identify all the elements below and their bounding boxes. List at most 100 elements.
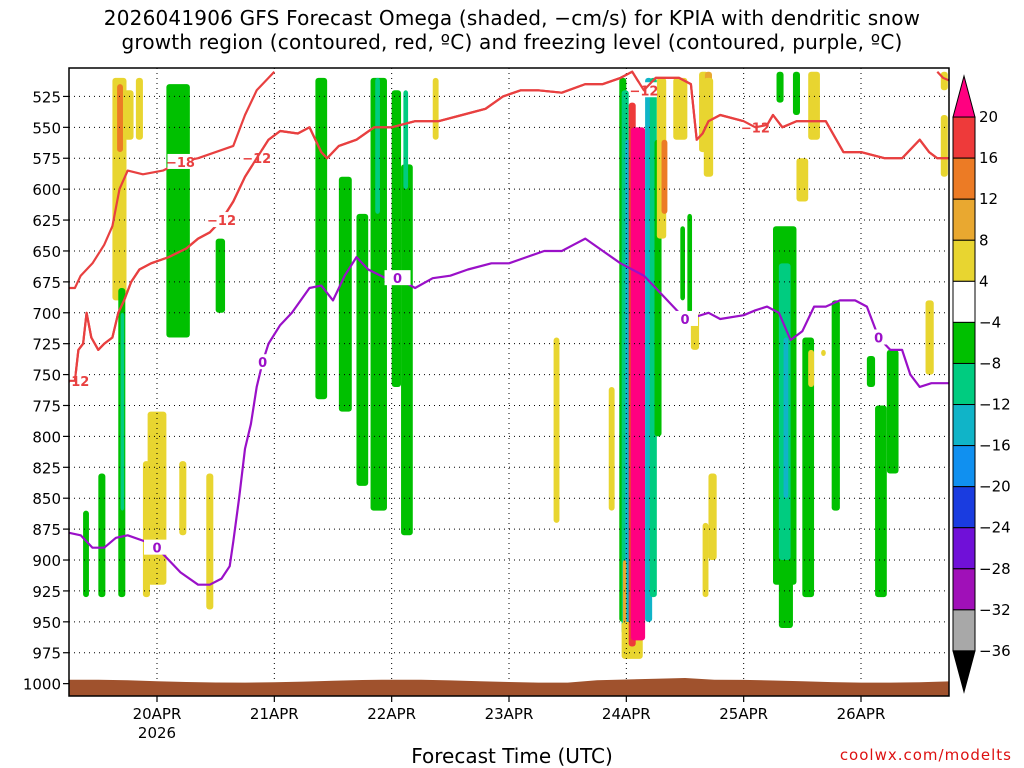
colorbar-label: −12 <box>979 396 1011 414</box>
freezing-level-contour-label-1: 0 <box>249 354 276 371</box>
omega-cell-2 <box>135 77 143 140</box>
colorbar-bin <box>952 362 976 406</box>
colorbar-label: 12 <box>979 190 998 208</box>
omega-cell-25 <box>608 386 615 511</box>
snow-growth-contour-m18 <box>69 70 276 290</box>
snow-growth-contour-m18-label-0: −18 <box>166 153 195 171</box>
y-tick-label: 950 <box>32 614 61 632</box>
omega-cell-7 <box>98 473 106 598</box>
y-tick-label: 875 <box>32 521 61 539</box>
x-tick-label: 20APR <box>133 705 182 723</box>
omega-cell-33 <box>631 127 646 641</box>
terrain <box>69 678 949 696</box>
credit-text: coolwx.com/modelts <box>839 746 1012 764</box>
omega-cell-38 <box>661 139 668 214</box>
contour-label-bg <box>69 372 88 388</box>
x-tick-sublabel: 2026 <box>138 724 176 742</box>
y-tick-label: 825 <box>32 459 61 477</box>
colorbar-label: 20 <box>979 108 998 126</box>
snow-growth-contour-m12b <box>936 70 949 82</box>
contour-label-text: 0 <box>874 331 883 346</box>
omega-cell-20 <box>391 90 402 387</box>
contour-label-bg <box>249 354 276 370</box>
y-tick-label: 550 <box>32 119 61 137</box>
colorbar: 20 16 12 8 4 −4 −8 −12 −16 −20 −24 −28 −32 −36 <box>952 74 1011 694</box>
omega-cell-22 <box>403 90 409 190</box>
colorbar-label: 16 <box>979 149 998 167</box>
omega-cell-10 <box>83 510 89 598</box>
omega-cell-53 <box>802 337 815 598</box>
contour-label-bg <box>672 310 698 326</box>
omega-cell-24 <box>553 337 560 523</box>
omega-cell-51 <box>778 566 793 629</box>
colorbar-label: −4 <box>979 313 1001 331</box>
colorbar-label: 8 <box>979 231 989 249</box>
omega-cell-54 <box>792 71 800 115</box>
colorbar-bin <box>952 74 976 118</box>
y-tick-label: 975 <box>32 645 61 663</box>
colorbar-bin <box>952 280 976 323</box>
colorbar-bin <box>952 116 976 159</box>
title-line-1: 2026041906 GFS Forecast Omega (shaded, −… <box>103 6 921 30</box>
colorbar-bin <box>952 568 976 611</box>
colorbar-label: −20 <box>979 478 1011 496</box>
colorbar-label: −36 <box>979 642 1011 660</box>
omega-cell-47 <box>708 473 717 561</box>
colorbar-bin <box>952 486 976 529</box>
y-tick-label: 575 <box>32 150 61 168</box>
x-tick-label: 22APR <box>367 705 416 723</box>
freezing-level-contour-label-3: 0 <box>672 310 698 328</box>
contour-label-bg <box>208 212 235 228</box>
y-tick-label: 650 <box>32 243 61 261</box>
omega-cell-13 <box>179 461 187 536</box>
x-tick-label: 23APR <box>485 705 534 723</box>
colorbar-bin <box>952 198 976 241</box>
omega-cell-39 <box>673 77 688 140</box>
omega-cell-14 <box>206 473 214 610</box>
colorbar-bin <box>952 239 976 282</box>
omega-cell-3 <box>124 90 134 140</box>
omega-cell-62 <box>866 356 876 387</box>
title-line-2: growth region (contoured, red, ºC) and f… <box>121 30 903 54</box>
colorbar-label: −32 <box>979 601 1011 619</box>
omega-cell-57 <box>796 158 809 202</box>
omega-cell-63 <box>925 300 934 375</box>
colorbar-bin <box>952 527 976 570</box>
y-tick-label: 725 <box>32 336 61 354</box>
y-tick-label: 600 <box>32 181 61 199</box>
colorbar-label: 4 <box>979 272 989 290</box>
contour-label-text: 0 <box>393 272 402 287</box>
y-tick-label: 625 <box>32 212 61 230</box>
omega-cell-6 <box>215 238 226 313</box>
omega-cell-46 <box>703 77 714 177</box>
y-tick-label: 750 <box>32 367 61 385</box>
contour-label-text: 0 <box>152 542 161 557</box>
omega-cell-65 <box>940 71 948 91</box>
colorbar-bin <box>952 445 976 488</box>
omega-cell-60 <box>875 405 887 598</box>
omega-cell-1 <box>117 84 123 153</box>
terrain-surface <box>69 678 949 696</box>
axes: 525 550 575 600 625 650 675 700 725 750 775 800 825 8… <box>23 88 886 742</box>
y-tick-label: 775 <box>32 397 61 415</box>
omega-cell-44 <box>702 522 709 598</box>
omega-cell-12 <box>142 461 150 598</box>
x-tick-label: 25APR <box>719 705 768 723</box>
colorbar-bin <box>952 157 976 200</box>
snow-growth-contour-m12-lab2 <box>69 70 949 382</box>
x-axis-title: Forecast Time (UTC) <box>411 744 613 768</box>
x-tick-label: 26APR <box>837 705 886 723</box>
omega-cell-23 <box>432 77 439 140</box>
omega-cell-16 <box>338 176 352 412</box>
colorbar-bin <box>952 321 976 364</box>
omega-cell-58 <box>821 349 826 357</box>
freezing-level-contour-label-2: 0 <box>384 270 411 287</box>
contour-label-bg <box>865 329 892 345</box>
y-tick-label: 850 <box>32 490 61 508</box>
omega-cell-21 <box>401 164 413 536</box>
y-tick-label: 900 <box>32 552 61 570</box>
omega-cell-64 <box>940 114 948 177</box>
y-tick-label: 700 <box>32 305 61 323</box>
